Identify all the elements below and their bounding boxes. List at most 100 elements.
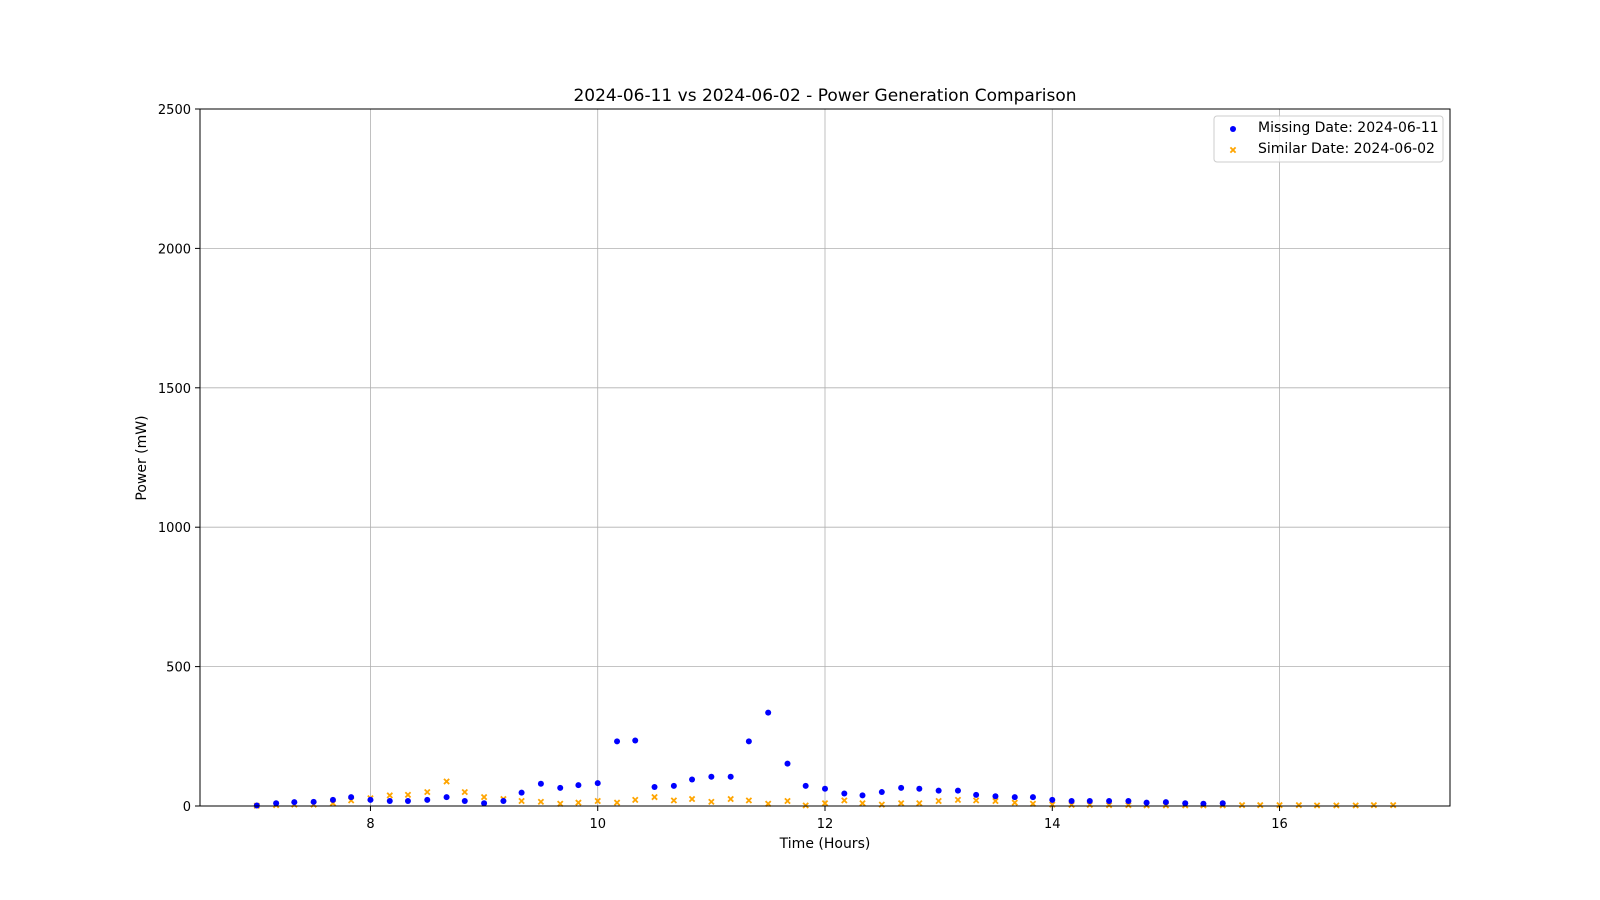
- missing-date-point: [404, 797, 411, 804]
- missing-date-point: [1125, 797, 1132, 804]
- similar-date-point: [461, 788, 469, 796]
- similar-date-point: [1313, 802, 1321, 809]
- x-tick-label: 16: [1271, 817, 1288, 832]
- grid-lines: [200, 109, 1450, 806]
- similar-date-point: [518, 797, 525, 805]
- missing-date-point: [689, 776, 696, 783]
- missing-date-point: [954, 787, 961, 794]
- missing-date-point: [1049, 796, 1056, 803]
- missing-date-point: [708, 773, 715, 780]
- missing-date-point: [557, 784, 564, 791]
- legend-box: [1213, 115, 1444, 163]
- missing-date-point: [614, 738, 621, 745]
- similar-date-point: [972, 797, 980, 804]
- similar-date-point: [935, 797, 942, 805]
- missing-date-point: [878, 789, 885, 796]
- missing-date-point: [822, 785, 828, 792]
- x-tick-label: 14: [1044, 817, 1061, 832]
- x-tick-label: 12: [817, 817, 834, 832]
- similar-date-point: [1295, 801, 1303, 809]
- similar-date-point: [1011, 799, 1019, 806]
- missing-date-point: [500, 797, 507, 804]
- y-tick-label: 2000: [158, 242, 191, 257]
- missing-date-point: [765, 709, 772, 716]
- missing-date-point: [1162, 799, 1169, 806]
- x-tick-label: 8: [366, 817, 374, 832]
- missing-date-point: [329, 796, 336, 803]
- x-tick-label: 10: [589, 817, 606, 832]
- missing-date-point: [1143, 799, 1150, 806]
- missing-date-point: [575, 782, 582, 789]
- similar-date-point: [1238, 801, 1246, 809]
- missing-date-point: [1106, 797, 1113, 804]
- similar-date-point: [1389, 801, 1397, 809]
- missing-date-point: [1182, 800, 1189, 807]
- similar-date-point: [424, 788, 431, 796]
- missing-date-point: [859, 792, 866, 799]
- missing-date-point: [670, 782, 677, 789]
- missing-date-point: [841, 790, 848, 797]
- missing-date-point: [727, 773, 734, 780]
- similar-date-point: [404, 791, 412, 799]
- missing-date-point: [461, 797, 468, 804]
- missing-date-point: [1068, 797, 1075, 804]
- missing-date-point: [291, 799, 298, 806]
- axis-ticks: 8 10 12 14 16 0 500 1000 1500 2000 2500: [158, 103, 1288, 832]
- missing-date-point: [348, 794, 355, 801]
- legend-marker-missing: [1230, 126, 1236, 132]
- legend-label-similar: Similar Date: 2024-06-02: [1258, 141, 1435, 157]
- missing-date-point: [424, 796, 431, 803]
- similar-date-point: [670, 797, 678, 804]
- missing-date-point: [481, 800, 488, 807]
- missing-date-point: [651, 784, 658, 791]
- y-axis-label: Power (mW): [134, 415, 150, 500]
- missing-date-point: [537, 780, 544, 787]
- missing-date-point: [594, 780, 601, 787]
- chart-title: 2024-06-11 vs 2024-06-02 - Power Generat…: [573, 86, 1076, 106]
- similar-date-point: [575, 799, 582, 806]
- legend-marker-similar-shape: [1229, 146, 1237, 154]
- missing-date-point: [310, 798, 317, 805]
- missing-date-point: [1219, 800, 1226, 807]
- missing-date-point: [518, 789, 525, 796]
- similar-date-point: [1370, 801, 1378, 809]
- similar-date-point: [708, 798, 715, 806]
- missing-date-point: [898, 784, 905, 791]
- similar-date-point: [897, 799, 905, 807]
- missing-date-point: [367, 796, 374, 803]
- similar-date-point: [727, 795, 734, 803]
- legend-label-missing: Missing Date: 2024-06-11: [1258, 120, 1439, 136]
- similar-date-point: [594, 797, 601, 805]
- similar-date-point: [802, 802, 809, 809]
- missing-date-point: [632, 737, 639, 744]
- missing-date-point: [973, 791, 980, 798]
- similar-date-point: [613, 799, 621, 806]
- similar-date-point: [916, 799, 923, 807]
- y-tick-label: 1000: [158, 521, 191, 536]
- similar-date-point: [443, 778, 450, 785]
- similar-date-point: [1105, 801, 1113, 809]
- legend-marker-similar: [1229, 146, 1237, 154]
- missing-date-point: [1086, 797, 1093, 804]
- legend: Missing Date: 2024-06-11 Similar Date: 2…: [1213, 115, 1444, 163]
- y-tick-label: 500: [166, 661, 191, 676]
- similar-date-point: [859, 799, 866, 807]
- similar-date-point: [784, 797, 791, 805]
- missing-date-point: [802, 782, 809, 789]
- similar-date-point: [821, 799, 829, 807]
- missing-date-point: [1200, 800, 1207, 807]
- similar-date-point: [992, 797, 999, 805]
- similar-date-point: [1125, 801, 1132, 809]
- similar-date-point: [688, 795, 696, 803]
- similar-date-point: [841, 797, 848, 804]
- y-tick-label: 2500: [158, 103, 191, 118]
- missing-date-point: [745, 738, 752, 745]
- y-tick-label: 0: [183, 800, 191, 815]
- y-tick-label: 1500: [158, 382, 191, 397]
- similar-date-point: [1256, 801, 1264, 809]
- missing-date-point: [1029, 794, 1036, 801]
- similar-date-point: [386, 792, 394, 799]
- similar-date-point: [651, 793, 658, 801]
- similar-date-point: [954, 796, 962, 804]
